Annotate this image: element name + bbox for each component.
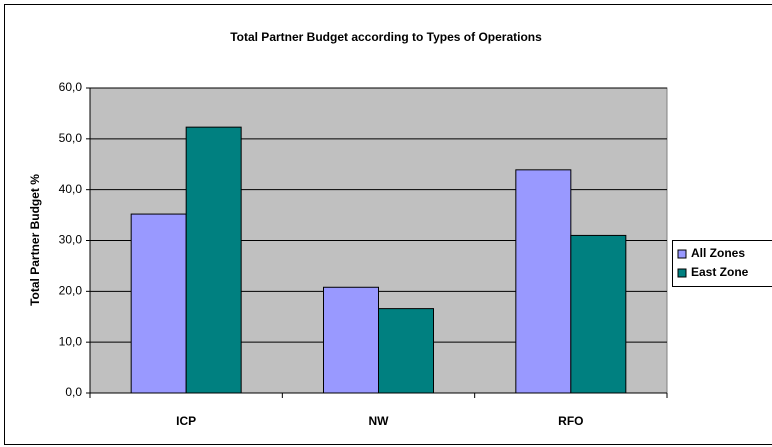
y-tick-label: 30,0 <box>59 233 83 247</box>
legend-label: All Zones <box>691 246 745 260</box>
y-axis-label: Total Partner Budget % <box>28 174 42 306</box>
legend-swatch <box>677 249 687 259</box>
legend-label: East Zone <box>691 265 749 279</box>
y-tick-label: 20,0 <box>59 284 83 298</box>
legend-swatch <box>677 268 687 278</box>
y-tick-label: 40,0 <box>59 182 83 196</box>
y-tick-label: 60,0 <box>59 80 83 94</box>
y-tick-label: 0,0 <box>65 385 82 399</box>
x-tick-label: ICP <box>176 414 196 428</box>
bar <box>323 286 379 394</box>
bar <box>185 126 242 394</box>
bar <box>130 213 187 394</box>
x-tick-label: NW <box>369 414 390 428</box>
bar <box>515 169 572 394</box>
chart-title: Total Partner Budget according to Types … <box>230 30 542 44</box>
bar <box>570 234 627 394</box>
y-tick-label: 10,0 <box>59 334 83 348</box>
y-tick-label: 50,0 <box>59 131 83 145</box>
bar <box>378 308 434 394</box>
legend-box <box>672 240 772 287</box>
x-tick-label: RFO <box>558 414 583 428</box>
